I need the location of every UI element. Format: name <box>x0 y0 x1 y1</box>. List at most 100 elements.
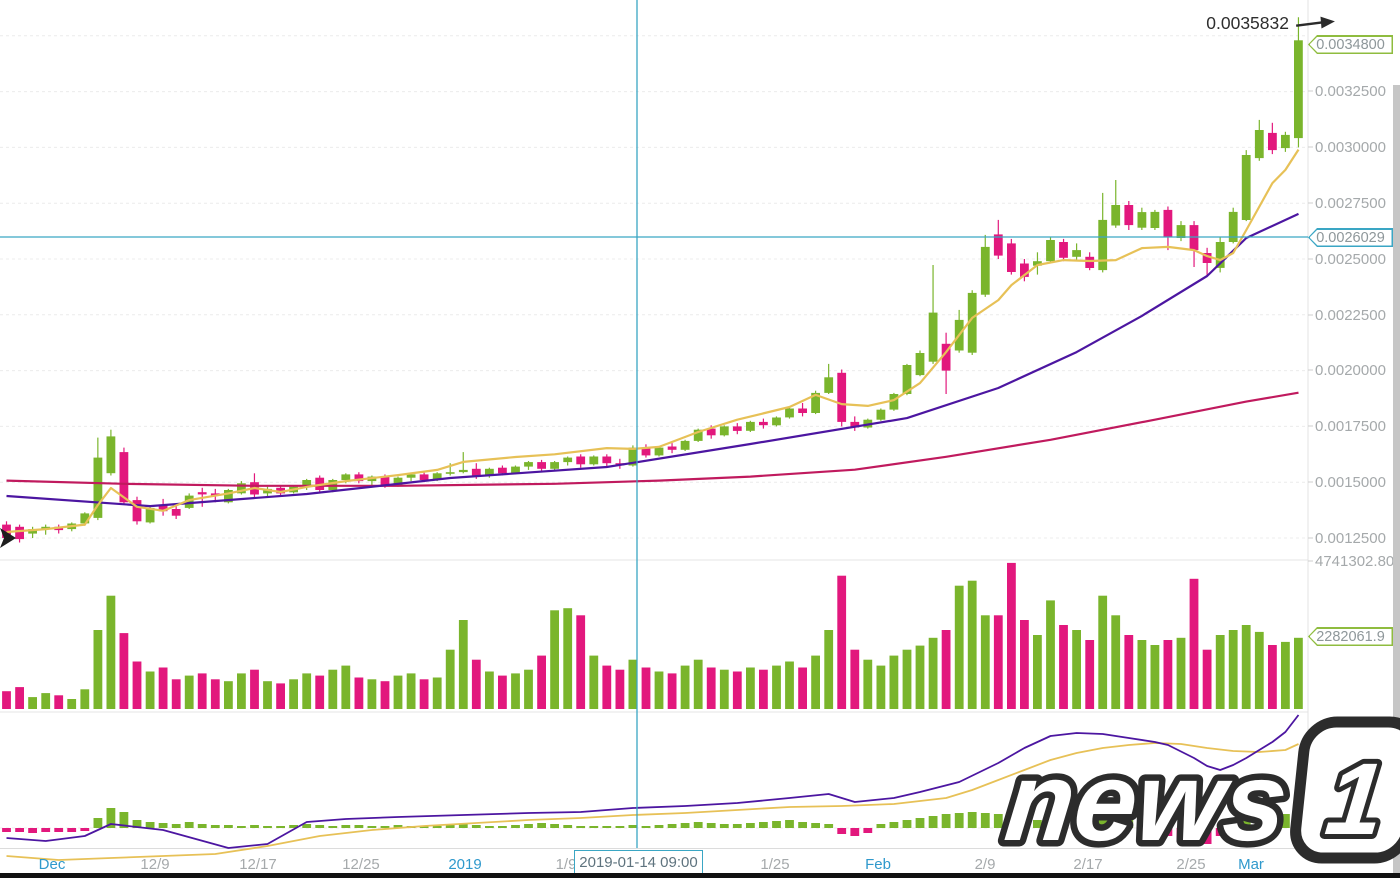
macd-histogram-bar <box>798 822 807 828</box>
volume-bar <box>1215 635 1225 709</box>
volume-bar <box>706 667 716 709</box>
candle-body <box>1033 261 1042 266</box>
volume-bar <box>928 637 938 709</box>
macd-histogram-bar <box>772 821 781 828</box>
candle-body <box>498 467 507 474</box>
macd-histogram-bar <box>967 812 977 828</box>
macd-histogram-bar <box>80 828 90 831</box>
macd-histogram-bar <box>1189 828 1199 846</box>
ma-mid-line <box>6 212 1299 508</box>
candle-body <box>158 505 168 512</box>
right-scrollbar-strip[interactable] <box>1393 85 1400 873</box>
candle-body <box>563 457 573 463</box>
macd-histogram-bar <box>106 808 116 828</box>
volume-bar <box>693 659 703 709</box>
macd-histogram-bar <box>1098 818 1108 828</box>
macd-histogram-bar <box>759 822 768 828</box>
macd-histogram-bar <box>954 813 964 828</box>
macd-histogram-bar <box>524 824 533 828</box>
volume-bar <box>145 671 155 709</box>
last-price-tag-value: 0.0034800 <box>1309 36 1392 53</box>
volume-bar <box>210 679 220 709</box>
y-axis-label: 4741302.80 <box>1315 553 1394 570</box>
candle-body <box>798 408 807 413</box>
volume-bar <box>1059 625 1068 709</box>
volume-bar <box>641 667 651 709</box>
macd-histogram-bar <box>263 826 272 828</box>
volume-bar <box>237 673 246 709</box>
price-annotation-value: 0.0035832 <box>1206 12 1289 33</box>
candle-body <box>628 447 638 466</box>
volume-bar <box>850 649 860 709</box>
candle-body <box>1254 130 1264 159</box>
volume-bar <box>511 673 520 709</box>
volume-bar <box>602 665 612 709</box>
x-axis-label: 2/17 <box>1073 856 1102 873</box>
macd-histogram-bar <box>993 814 1003 828</box>
macd-histogram-bar <box>393 825 403 828</box>
macd-histogram-bar <box>2 828 11 832</box>
macd-histogram-bar <box>119 812 129 828</box>
candle-body <box>980 246 990 295</box>
volume-bar <box>106 595 116 709</box>
macd-histogram-bar <box>54 828 64 832</box>
macd-histogram-bar <box>824 824 834 828</box>
macd-histogram-bar <box>654 825 664 828</box>
candle-body <box>471 468 481 476</box>
crosshair-price-tag: 0.0026029 <box>1308 228 1393 247</box>
macd-value-fragment: 8 <box>1385 793 1400 814</box>
ma-fast-line <box>6 149 1300 534</box>
candle-body <box>419 474 429 480</box>
volume-bar <box>80 689 90 709</box>
volume-bar <box>471 659 481 709</box>
candle-body <box>524 462 533 467</box>
macd-histogram-bar <box>1059 819 1068 828</box>
macd-histogram-bar <box>902 820 912 828</box>
volume-bar <box>1228 630 1238 709</box>
macd-histogram-bar <box>41 828 51 832</box>
volume-bar <box>1202 649 1212 709</box>
macd-histogram-bar <box>1072 820 1081 828</box>
macd-histogram-bar <box>563 825 573 828</box>
candle-body <box>432 473 442 480</box>
macd-histogram-bar <box>224 825 233 828</box>
macd-histogram-bar <box>171 824 181 828</box>
candle-body <box>576 456 586 465</box>
macd-histogram-bar <box>1176 828 1186 842</box>
volume-bar <box>680 665 690 709</box>
macd-histogram-bar <box>680 823 690 828</box>
volume-bar <box>354 677 364 709</box>
candle-body <box>693 429 703 441</box>
volume-bar <box>524 669 533 709</box>
macd-histogram-bar <box>1150 828 1160 832</box>
candle-body <box>941 343 951 371</box>
macd-histogram-bar <box>889 822 899 828</box>
candle-body <box>1228 211 1238 242</box>
macd-histogram-bar <box>1007 816 1016 828</box>
x-axis-label: 12/25 <box>342 856 380 873</box>
candle-body <box>341 474 351 480</box>
macd-histogram-bar <box>328 826 338 828</box>
candle-body <box>1007 243 1016 272</box>
candle-body <box>276 487 285 494</box>
candle-body <box>993 234 1003 256</box>
candle-body <box>667 446 677 450</box>
volume-bar <box>393 675 403 709</box>
candle-body <box>485 468 494 476</box>
volume-bar <box>1046 600 1055 709</box>
volume-bar <box>719 669 729 709</box>
macd-histogram-bar <box>67 828 77 832</box>
volume-bar <box>824 630 834 709</box>
candle-body <box>406 474 416 478</box>
macd-line <box>6 714 1300 849</box>
macd-histogram-bar <box>915 818 925 828</box>
macd-histogram-bar <box>302 824 312 828</box>
macd-histogram-bar <box>693 822 703 828</box>
macd-histogram-bar <box>498 826 507 828</box>
volume-bar <box>41 693 51 709</box>
volume-bar <box>1020 620 1029 709</box>
candle-body <box>184 495 194 508</box>
volume-current-tag-value: 2282061.9 <box>1309 628 1392 645</box>
macd-zero-fragment: 00 <box>1379 813 1394 828</box>
